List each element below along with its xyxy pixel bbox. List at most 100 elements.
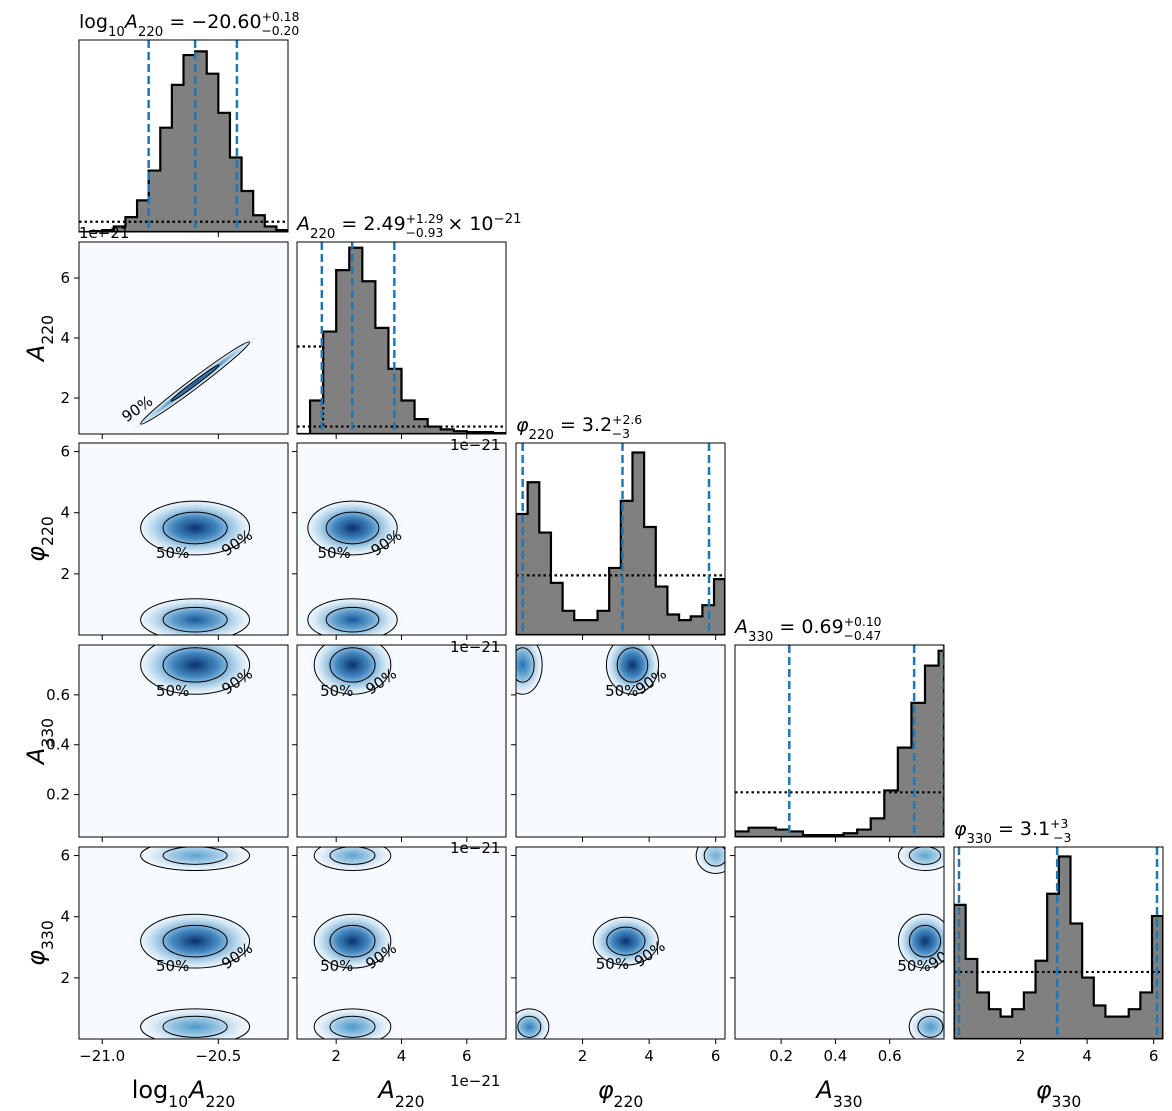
x-tick-label: 2 <box>578 1047 588 1065</box>
contour-50 <box>325 511 380 545</box>
y-tick-label: 6 <box>60 847 70 865</box>
contour-90 <box>140 1008 251 1039</box>
density-blob <box>131 645 260 700</box>
y-tick-label: 0.4 <box>46 736 70 754</box>
axes-frame <box>78 846 289 1040</box>
contour-90 <box>313 913 392 969</box>
contour-90 <box>307 500 398 556</box>
contour-label-50: 50% <box>156 544 189 562</box>
panel-4-2: 50% 90%2 4 6 <box>511 846 726 1065</box>
x-tick-label: 6 <box>711 1047 721 1065</box>
panel-3-2: 50%90% <box>511 644 726 842</box>
y-axis-label-A330: A330 <box>22 718 57 766</box>
axes-frame <box>78 442 289 636</box>
contour-50 <box>170 364 220 402</box>
panel-4-1: 50% 90%2 4 6 <box>292 846 507 1065</box>
x-tick-label: −21.0 <box>79 1047 125 1065</box>
x-tick-label: 0.6 <box>878 1047 902 1065</box>
contour-90 <box>313 1008 392 1039</box>
contour-50 <box>329 847 376 865</box>
contour-90 <box>140 500 251 556</box>
title-phi220: φ220 = 3.2+2.6 −3 <box>516 413 642 443</box>
y-tick-label: 4 <box>60 504 70 522</box>
density-blob <box>131 1005 260 1039</box>
contour-50 <box>325 606 380 633</box>
axes-frame <box>953 846 1164 1040</box>
axes-frame <box>78 644 289 838</box>
contour-50 <box>917 1015 944 1038</box>
contour-90 <box>516 645 543 695</box>
title-logA220: log10A220 = −20.60+0.18 −0.20 <box>79 10 300 40</box>
x-tick-label: 4 <box>644 1047 654 1065</box>
x-axis-label-A220: A220 <box>376 1076 424 1111</box>
density-blob <box>307 1005 398 1039</box>
panel-3-1: 50% 90% <box>292 644 507 842</box>
density-blob <box>299 595 406 635</box>
density-blob <box>692 847 725 877</box>
density-blob <box>893 909 944 973</box>
contour-50 <box>329 647 376 683</box>
panel-4-3: 50%90%0.2 0.4 0.6 <box>730 846 945 1065</box>
contour-90 <box>516 1008 550 1039</box>
y-tick-label: 4 <box>60 908 70 926</box>
title-A330: A330 = 0.69+0.10 −0.47 <box>733 615 882 645</box>
contour-90 <box>908 1008 944 1039</box>
y-tick-label: 0.6 <box>46 686 70 704</box>
x-tick-label: 2 <box>331 1047 341 1065</box>
y-axis-label-phi330: φ330 <box>22 920 57 966</box>
contour-90 <box>140 341 251 425</box>
y-tick-label: 6 <box>60 269 70 287</box>
histogram-A330 <box>735 649 944 837</box>
offset-text-1: 1e−21 <box>450 436 500 454</box>
contour-label-50: 50% <box>605 682 638 700</box>
density-blob <box>131 496 260 560</box>
contour-90 <box>140 847 251 871</box>
density-blob <box>131 909 260 973</box>
axes-frame <box>515 846 726 1040</box>
offset-text-3: 1e−21 <box>450 839 500 857</box>
panel-2-2: φ220 = 3.2+2.6 −3 <box>515 413 726 640</box>
contour-label-50: 50% <box>596 955 629 973</box>
density-blob <box>131 595 260 635</box>
contour-label-50: 50% <box>317 544 350 562</box>
contour-90 <box>307 598 398 635</box>
contour-50 <box>162 647 228 683</box>
contour-label-50: 50% <box>320 682 353 700</box>
title-A220: A220 = 2.49+1.29 −0.93 × 10−21 <box>295 212 522 242</box>
axes-frame <box>734 846 945 1040</box>
contour-90 <box>140 645 251 695</box>
contour-90 <box>695 847 725 874</box>
contour-90 <box>897 913 944 969</box>
contour-50 <box>517 1015 542 1038</box>
contour-50 <box>616 647 649 683</box>
contour-50 <box>516 647 535 683</box>
density-blob <box>893 847 944 874</box>
y-tick-label: 0.2 <box>46 786 70 804</box>
x-tick-label: −20.5 <box>195 1047 241 1065</box>
axes-frame <box>78 39 289 233</box>
histogram-phi220 <box>516 451 725 635</box>
x-tick-label: 0.4 <box>823 1047 847 1065</box>
contour-50 <box>606 926 646 956</box>
histogram-phi330 <box>954 855 1163 1039</box>
x-tick-label: 4 <box>1082 1047 1092 1065</box>
axes-frame <box>515 442 726 636</box>
density-blob <box>905 1005 944 1039</box>
density-blob <box>601 645 664 700</box>
density-blob <box>516 1005 553 1039</box>
contour-90 <box>592 916 659 966</box>
offset-text-2: 1e−21 <box>450 638 500 656</box>
y-tick-label: 2 <box>60 969 70 987</box>
y-tick-label: 6 <box>60 443 70 461</box>
y-tick-label: 4 <box>60 329 70 347</box>
x-axis-label-A330: A330 <box>814 1076 862 1111</box>
density-blob <box>307 847 398 874</box>
panel-1-1: A220 = 2.49+1.29 −0.93 × 10−21 <box>295 212 522 439</box>
x-axis-label-phi220: φ220 <box>598 1076 644 1111</box>
contour-label-50: 50% <box>897 957 930 975</box>
panel-2-1: 50% 90% <box>292 442 507 640</box>
x-axis-label-logA220: log10A220 <box>132 1076 236 1111</box>
contour-90 <box>605 645 659 695</box>
